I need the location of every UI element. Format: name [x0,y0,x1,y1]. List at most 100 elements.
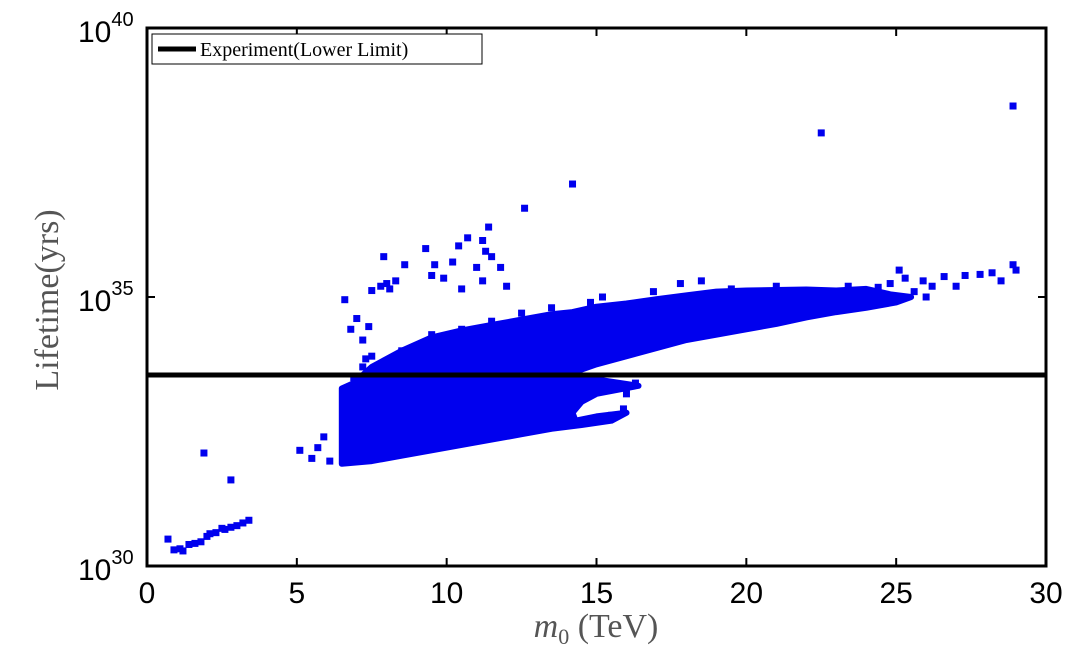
data-point [398,347,406,355]
y-tick-label-base: 10 [78,285,111,318]
data-point [518,309,526,317]
data-point [928,282,936,290]
data-point [464,234,472,242]
data-point [473,263,481,271]
data-point [296,446,304,454]
data-point [179,547,187,555]
data-point [503,282,511,290]
data-point [431,261,439,269]
x-tick-labels: 0 5 10 15 20 25 30 [139,577,1063,610]
data-point [952,282,960,290]
data-point [365,323,373,331]
y-tick-label: 1040 [78,9,134,49]
data-point [649,288,657,296]
data-point [449,258,457,266]
data-point [377,282,385,290]
y-tick-label-exponent: 40 [111,9,133,31]
data-point [817,129,825,137]
data-point [380,253,388,261]
data-point [886,280,894,288]
x-axis-unit: (TeV) [569,608,658,645]
data-point [1009,102,1017,110]
data-point [326,457,334,465]
data-point [808,293,816,301]
data-point [895,266,903,274]
data-point [227,523,235,531]
data-point [910,288,918,296]
axis-ticks [146,27,1047,567]
dense-point-cloud [338,285,915,467]
data-point [368,287,376,295]
data-point [206,530,214,538]
data-point [359,363,367,371]
data-point [760,293,768,301]
data-point [988,269,996,277]
data-point [362,355,370,363]
data-point [482,247,490,255]
data-point [548,304,556,312]
y-tick-label-exponent: 35 [111,278,133,300]
data-point [227,476,235,484]
data-point [164,535,172,543]
data-point [497,263,505,271]
x-tick-label: 20 [730,577,763,610]
data-point [191,539,199,547]
data-point [314,444,322,452]
x-tick-label: 0 [139,577,156,610]
data-point [922,293,930,301]
data-point [221,525,229,533]
data-point [341,296,349,304]
data-point [961,271,969,279]
data-point [359,336,367,344]
data-point [170,546,178,554]
data-point [587,298,595,306]
x-tick-label: 15 [580,577,613,610]
data-point [458,325,466,333]
data-point [401,261,409,269]
x-axis-subscript: 0 [558,624,569,646]
data-point [422,245,430,253]
x-axis-title: m0 (TeV) [534,608,659,646]
data-point [212,529,220,537]
data-point [607,411,615,419]
data-point [353,315,361,323]
data-point [745,288,753,296]
x-tick-label: 25 [879,577,912,610]
data-point [862,293,870,301]
y-tick-label-base: 10 [78,16,111,49]
data-point [488,317,496,325]
data-point [320,433,328,441]
data-point [1009,261,1017,269]
legend: Experiment(Lower Limit) [151,33,483,65]
data-point [479,237,487,245]
y-tick-label: 1030 [78,547,134,587]
legend-label: Experiment(Lower Limit) [200,39,408,61]
data-point [308,454,316,462]
data-point [428,271,436,279]
data-point [347,325,355,333]
y-tick-label: 1035 [78,278,134,318]
data-point [233,522,241,530]
data-point [598,293,606,301]
x-tick-label: 10 [430,577,463,610]
data-point [844,282,852,290]
data-point [976,270,984,278]
data-point [919,277,927,285]
data-point [997,277,1005,285]
x-tick-label: 30 [1029,577,1062,610]
data-point [826,288,834,296]
data-point [619,405,627,413]
y-axis-title: Lifetime(yrs) [29,209,66,390]
data-point [940,273,948,281]
data-point [727,285,735,293]
data-point [676,280,684,288]
legend-box [151,33,483,65]
data-point [772,282,780,290]
data-point [428,331,436,339]
data-point [488,253,496,261]
x-tick-label: 5 [288,577,305,610]
data-point [455,242,463,250]
data-point [392,277,400,285]
data-point [569,180,577,188]
